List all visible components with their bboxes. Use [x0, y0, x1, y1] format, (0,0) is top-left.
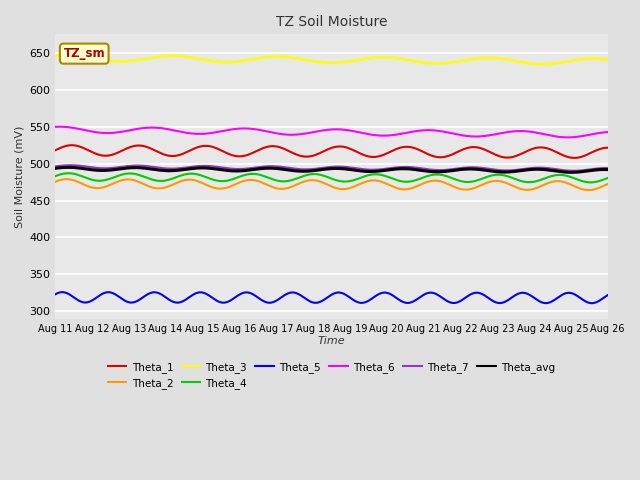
Theta_2 [62, 176, 70, 182]
Theta_2 [315, 178, 323, 184]
Theta_6 [315, 128, 323, 134]
Theta_7 [593, 166, 600, 171]
Theta_6 [564, 134, 572, 140]
Theta_4 [318, 172, 326, 178]
Theta_3 [604, 57, 612, 62]
Title: TZ Soil Moisture: TZ Soil Moisture [276, 15, 387, 29]
Theta_7 [51, 164, 59, 169]
Line: Theta_7: Theta_7 [55, 165, 608, 171]
Theta_1 [351, 148, 359, 154]
Theta_1 [506, 155, 513, 160]
Legend: Theta_1, Theta_2, Theta_3, Theta_4, Theta_5, Theta_6, Theta_7, Theta_avg: Theta_1, Theta_2, Theta_3, Theta_4, Thet… [104, 358, 559, 393]
Theta_4 [593, 179, 600, 184]
Theta_6 [318, 128, 326, 133]
Theta_7 [318, 165, 326, 171]
Theta_4 [351, 177, 359, 182]
Theta_avg [51, 166, 59, 171]
Theta_3 [51, 53, 59, 59]
Theta_avg [506, 169, 513, 175]
Line: Theta_avg: Theta_avg [55, 168, 608, 172]
Theta_4 [315, 172, 323, 178]
Theta_1 [318, 149, 326, 155]
Theta_avg [568, 169, 575, 175]
Theta_avg [65, 165, 72, 170]
Theta_1 [315, 151, 323, 156]
Theta_3 [539, 61, 547, 67]
Text: TZ_sm: TZ_sm [63, 47, 105, 60]
Theta_4 [65, 170, 72, 176]
Theta_2 [604, 181, 612, 187]
Theta_avg [604, 167, 612, 172]
Theta_7 [315, 166, 323, 171]
Theta_3 [381, 54, 389, 60]
Theta_6 [604, 129, 612, 135]
Theta_2 [585, 187, 593, 193]
Theta_3 [318, 60, 326, 65]
Theta_2 [506, 181, 513, 187]
Theta_1 [604, 145, 612, 151]
Theta_4 [586, 180, 594, 185]
Theta_avg [381, 168, 389, 173]
Theta_avg [593, 167, 600, 173]
Theta_2 [318, 180, 326, 185]
Theta_1 [51, 147, 59, 153]
Theta_1 [68, 143, 76, 148]
Theta_5 [381, 290, 389, 296]
Theta_avg [315, 167, 323, 173]
Theta_avg [318, 167, 326, 172]
Theta_7 [381, 166, 389, 172]
Theta_6 [593, 131, 600, 136]
Theta_5 [315, 300, 323, 305]
Theta_6 [381, 133, 389, 139]
Theta_4 [506, 174, 513, 180]
Theta_3 [351, 58, 359, 63]
Theta_6 [506, 129, 513, 135]
Theta_4 [381, 173, 389, 179]
Theta_1 [571, 155, 579, 161]
Theta_3 [593, 56, 600, 61]
Theta_3 [63, 52, 71, 58]
Theta_2 [51, 179, 59, 185]
Theta_7 [506, 168, 513, 173]
Theta_5 [506, 297, 513, 302]
Theta_5 [58, 289, 66, 295]
Line: Theta_6: Theta_6 [55, 127, 608, 137]
Theta_1 [593, 147, 600, 153]
Theta_5 [593, 299, 600, 305]
Theta_4 [51, 173, 59, 179]
Theta_2 [381, 180, 389, 186]
X-axis label: Time: Time [317, 336, 345, 347]
Theta_4 [604, 175, 612, 181]
Theta_7 [604, 165, 612, 171]
Theta_7 [351, 165, 359, 171]
Theta_3 [315, 59, 323, 65]
Theta_6 [351, 129, 359, 134]
Theta_2 [351, 183, 359, 189]
Theta_7 [570, 168, 577, 174]
Theta_6 [51, 124, 59, 130]
Line: Theta_3: Theta_3 [55, 55, 608, 64]
Line: Theta_1: Theta_1 [55, 145, 608, 158]
Theta_2 [593, 186, 600, 192]
Line: Theta_2: Theta_2 [55, 179, 608, 190]
Theta_avg [351, 168, 359, 173]
Line: Theta_5: Theta_5 [55, 292, 608, 303]
Theta_5 [51, 291, 59, 297]
Theta_1 [381, 151, 389, 157]
Theta_5 [318, 298, 326, 304]
Theta_7 [67, 162, 74, 168]
Y-axis label: Soil Moisture (mV): Soil Moisture (mV) [15, 125, 25, 228]
Theta_5 [604, 292, 612, 298]
Line: Theta_4: Theta_4 [55, 173, 608, 182]
Theta_3 [506, 57, 513, 63]
Theta_5 [351, 298, 359, 304]
Theta_6 [56, 124, 63, 130]
Theta_5 [588, 300, 596, 306]
